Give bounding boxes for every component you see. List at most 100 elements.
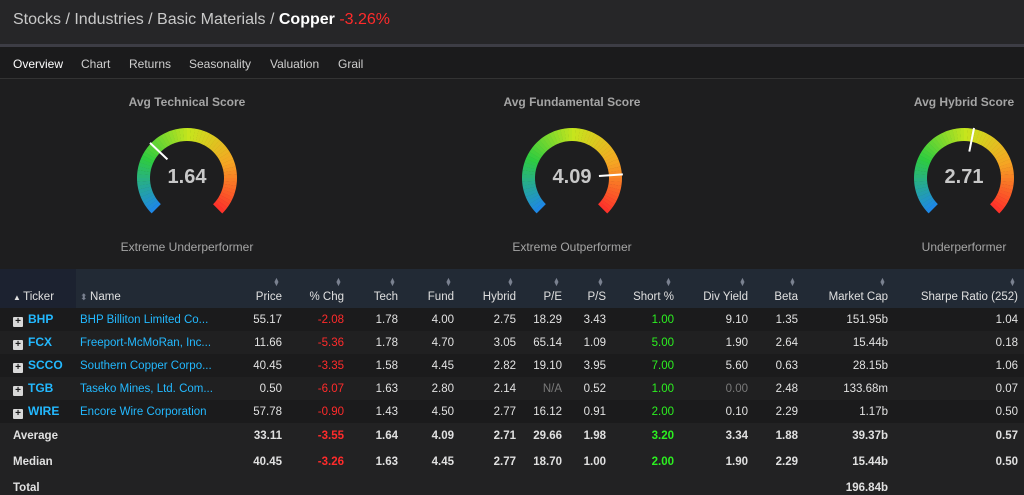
ticker-link[interactable]: FCX — [28, 335, 52, 349]
summary-label: Median — [0, 449, 76, 475]
gauge-arc-segment — [960, 128, 965, 142]
column-header-label: Market Cap — [828, 291, 888, 303]
column-header-div-yield[interactable]: ▲▼ Div Yield — [680, 269, 754, 308]
column-header-beta[interactable]: ▲▼ Beta — [754, 269, 804, 308]
company-name-link[interactable]: Freeport-McMoRan, Inc... — [80, 336, 212, 349]
gauge-arc-segment — [1000, 180, 1014, 187]
sort-icon: ▲▼ — [445, 277, 452, 285]
p-s-cell: 0.91 — [568, 400, 612, 423]
column-header-market-cap[interactable]: ▲▼ Market Cap — [804, 269, 894, 308]
ticker-link[interactable]: WIRE — [28, 404, 60, 418]
gauge-arc-segment — [556, 129, 564, 143]
tab-overview[interactable]: Overview — [13, 57, 64, 71]
gauge-arc-segment — [137, 177, 151, 182]
column-header-hybrid[interactable]: ▲▼ Hybrid — [460, 269, 522, 308]
sort-icon: ⬍ — [80, 292, 91, 302]
expand-plus-icon[interactable]: + — [13, 386, 23, 396]
gauge-arc-segment — [593, 137, 605, 150]
price-cell: 0.50 — [228, 377, 288, 400]
gauge-arc-segment — [914, 166, 929, 173]
gauge-arc-segment — [917, 155, 932, 164]
column-header-sharpe-ratio-252[interactable]: ▲▼ Sharpe Ratio (252) — [894, 269, 1024, 308]
market-cap-cell: 28.15b — [804, 354, 894, 377]
gauge-arc-segment — [192, 128, 199, 143]
gauge-arc-segment — [187, 128, 192, 142]
company-name-link[interactable]: BHP Billiton Limited Co... — [80, 313, 209, 326]
gauge-arc-segment — [552, 130, 561, 144]
summary-label-text: Average — [13, 430, 58, 442]
beta-value: 2.29 — [775, 405, 798, 418]
summary-value: 15.44b — [852, 456, 888, 468]
div-yield-value: 1.90 — [725, 336, 748, 349]
company-name-link[interactable]: Taseko Mines, Ltd. Com... — [80, 382, 213, 395]
gauge-arc-segment — [607, 162, 621, 170]
tech-value: 1.63 — [375, 382, 398, 395]
column-header-name[interactable]: ⬍ Name — [76, 269, 228, 308]
gauge-fundamental-title: Avg Fundamental Score — [503, 95, 641, 109]
column-header-price[interactable]: ▲▼ Price — [228, 269, 288, 308]
tab-valuation[interactable]: Valuation — [270, 57, 320, 71]
summary-value: 1.00 — [583, 456, 606, 468]
summary-value: 39.37b — [852, 430, 888, 442]
gauge-arc-segment — [568, 128, 573, 142]
div-yield-cell: 0.00 — [680, 377, 754, 400]
column-header-fund[interactable]: ▲▼ Fund — [404, 269, 460, 308]
short-cell: 1.00 — [612, 377, 680, 400]
p-s-value: 0.91 — [583, 405, 606, 418]
expand-plus-icon[interactable]: + — [13, 409, 23, 419]
gauge-arc-segment — [223, 180, 237, 187]
gauge-arc-segment — [975, 130, 984, 144]
column-header-p-s[interactable]: ▲▼ P/S — [568, 269, 612, 308]
gauge-arc-segment — [148, 201, 161, 214]
column-header-p-e[interactable]: ▲▼ P/E — [522, 269, 568, 308]
table-row[interactable]: + FCX Freeport-McMoRan, Inc... 11.66 -5.36 1.… — [0, 331, 1024, 354]
table-row[interactable]: + BHP BHP Billiton Limited Co... 55.17 -2.08… — [0, 308, 1024, 331]
column-header-tech[interactable]: ▲▼ Tech — [350, 269, 404, 308]
tab-seasonality[interactable]: Seasonality — [189, 57, 252, 71]
gauge-arc-segment — [142, 151, 156, 162]
summary-cell — [404, 475, 460, 495]
gauge-arc-segment — [923, 145, 936, 157]
gauge-arc-segment — [999, 162, 1013, 170]
breadcrumb-path[interactable]: Stocks / Industries / Basic Materials / — [13, 11, 279, 28]
gauge-arc-segment — [917, 192, 932, 201]
fund-value: 4.45 — [431, 359, 454, 372]
hybrid-cell: 3.05 — [460, 331, 522, 354]
gauge-arc-segment — [944, 130, 953, 144]
sort-icon: ▲▼ — [553, 277, 560, 285]
summary-value: 1.64 — [375, 430, 398, 442]
tab-chart[interactable]: Chart — [81, 57, 111, 71]
tech-cell: 1.63 — [350, 377, 404, 400]
table-row[interactable]: + WIRE Encore Wire Corporation 57.78 -0.90 1.… — [0, 400, 1024, 423]
summary-value: 18.70 — [533, 456, 562, 468]
summary-value: 0.57 — [995, 430, 1018, 442]
gauge-arc-segment — [203, 133, 214, 147]
gauge-arc-segment — [198, 130, 207, 144]
table-row[interactable]: + TGB Taseko Mines, Ltd. Com... 0.50 -6.07 1.… — [0, 377, 1024, 400]
tab-returns[interactable]: Returns — [129, 57, 172, 71]
expand-plus-icon[interactable]: + — [13, 317, 23, 327]
column-header-label: Div Yield — [703, 291, 748, 303]
table-row[interactable]: + SCCO Southern Copper Corpo... 40.45 -3.35 1… — [0, 354, 1024, 377]
gauge-arc-segment — [577, 128, 584, 143]
ticker-link[interactable]: BHP — [28, 312, 54, 326]
gauge-arc-segment — [524, 189, 538, 198]
gauge-arc-segment — [221, 158, 235, 167]
ticker-link[interactable]: TGB — [28, 381, 54, 395]
summary-cell: 196.84b — [804, 475, 894, 495]
gauge-fundamental — [522, 128, 623, 214]
tab-grail[interactable]: Grail — [338, 57, 364, 71]
gauge-arc-segment — [992, 199, 1005, 211]
expand-plus-icon[interactable]: + — [13, 340, 23, 350]
company-name-link[interactable]: Southern Copper Corpo... — [80, 359, 212, 372]
ticker-link[interactable]: SCCO — [28, 358, 63, 372]
gauge-arc-segment — [529, 148, 543, 159]
company-name-link[interactable]: Encore Wire Corporation — [80, 405, 207, 418]
column-header-short[interactable]: ▲▼ Short % — [612, 269, 680, 308]
p-e-value: 65.14 — [533, 336, 562, 349]
column-header-chg[interactable]: ▲▼ % Chg — [288, 269, 350, 308]
column-header-ticker[interactable]: ▲ Ticker — [0, 269, 76, 308]
summary-value: 1.90 — [725, 456, 748, 468]
short-cell: 1.00 — [612, 308, 680, 331]
expand-plus-icon[interactable]: + — [13, 363, 23, 373]
